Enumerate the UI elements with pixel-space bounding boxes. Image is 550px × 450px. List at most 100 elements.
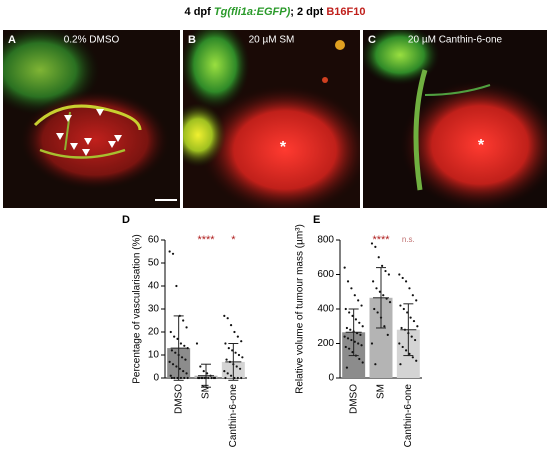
x-tick-label: DMSO xyxy=(348,384,359,414)
x-tick-label: Canthin-6-one xyxy=(228,384,239,448)
data-point xyxy=(384,269,387,273)
panel-title: 0.2% DMSO xyxy=(64,35,120,46)
data-point xyxy=(185,326,188,329)
data-point xyxy=(350,338,353,342)
data-point xyxy=(174,351,177,354)
data-point xyxy=(169,374,172,377)
data-point xyxy=(173,376,176,380)
data-point xyxy=(345,366,349,369)
data-point xyxy=(343,335,346,338)
data-point xyxy=(176,376,179,380)
data-point xyxy=(176,337,179,340)
x-tick-label: SM xyxy=(376,384,387,399)
data-point xyxy=(207,376,210,380)
data-point xyxy=(202,370,205,373)
data-point xyxy=(168,360,171,363)
data-point xyxy=(357,342,360,345)
data-point xyxy=(404,280,408,283)
figure-title: 4 dpf Tg(fli1a:EGFP); 2 dpt B16F10 xyxy=(185,6,366,18)
data-point xyxy=(173,335,176,338)
data-point xyxy=(199,365,202,368)
chart-letter: D xyxy=(122,214,130,226)
data-point xyxy=(370,342,374,345)
data-point xyxy=(353,340,356,343)
data-point xyxy=(186,376,189,380)
significance: * xyxy=(231,234,236,246)
tumour-marker: * xyxy=(478,137,485,154)
data-point xyxy=(354,318,358,321)
image-b xyxy=(183,30,360,208)
data-point xyxy=(225,358,228,361)
data-point xyxy=(374,363,377,366)
data-point xyxy=(373,307,376,311)
data-point xyxy=(375,287,378,290)
data-point xyxy=(240,376,243,380)
data-point xyxy=(183,344,186,347)
data-point xyxy=(237,353,241,357)
data-point xyxy=(353,294,356,297)
data-point xyxy=(411,294,414,297)
panel-letter: C xyxy=(368,34,376,46)
data-point xyxy=(226,372,229,375)
data-point xyxy=(406,311,409,314)
data-point xyxy=(401,276,404,280)
data-point xyxy=(206,372,209,375)
data-point xyxy=(182,319,185,322)
data-point xyxy=(408,287,411,290)
data-point xyxy=(374,245,377,248)
panel-title: 20 µM Canthin-6-one xyxy=(408,35,503,46)
data-point xyxy=(400,326,403,330)
data-point xyxy=(360,304,363,307)
data-point xyxy=(370,242,374,245)
significance: n.s. xyxy=(402,235,415,244)
data-point xyxy=(168,250,171,253)
data-point xyxy=(169,330,172,334)
panel-letter: A xyxy=(8,34,16,46)
data-point xyxy=(348,347,351,350)
data-point xyxy=(378,290,381,293)
data-point xyxy=(415,359,418,362)
data-point xyxy=(185,372,188,375)
data-point xyxy=(175,365,178,368)
data-point xyxy=(240,340,243,343)
data-point xyxy=(184,358,187,361)
data-point xyxy=(398,342,401,345)
significance: **** xyxy=(372,234,390,246)
y-tick-label: 0 xyxy=(153,373,159,384)
data-point xyxy=(388,301,392,304)
bar xyxy=(369,297,393,378)
data-point xyxy=(398,273,401,276)
data-point xyxy=(231,349,234,352)
data-point xyxy=(415,299,418,302)
y-axis-label: Relative volume of tumour mass (µm³) xyxy=(295,224,306,394)
data-point xyxy=(178,367,181,370)
tumour-marker: * xyxy=(280,139,287,156)
data-point xyxy=(182,370,185,373)
data-point xyxy=(383,325,386,328)
data-point xyxy=(236,335,239,338)
y-tick-label: 10 xyxy=(148,350,160,361)
data-point xyxy=(404,349,408,352)
image-a xyxy=(3,30,180,208)
data-point xyxy=(195,342,199,345)
data-point xyxy=(358,357,361,361)
data-point xyxy=(376,311,379,314)
data-point xyxy=(359,333,362,336)
data-point xyxy=(224,376,227,380)
y-tick-label: 60 xyxy=(148,235,160,246)
data-point xyxy=(386,333,389,336)
x-tick-label: SM xyxy=(201,384,212,399)
data-point xyxy=(213,376,217,380)
data-point xyxy=(361,361,364,364)
y-tick-label: 600 xyxy=(317,269,334,280)
data-point xyxy=(399,363,402,366)
data-point xyxy=(387,273,390,276)
data-point xyxy=(350,287,353,290)
data-point xyxy=(402,307,405,311)
data-point xyxy=(358,321,361,324)
data-point xyxy=(345,326,349,330)
data-point xyxy=(399,304,402,307)
data-point xyxy=(179,342,183,345)
data-point xyxy=(235,365,238,368)
